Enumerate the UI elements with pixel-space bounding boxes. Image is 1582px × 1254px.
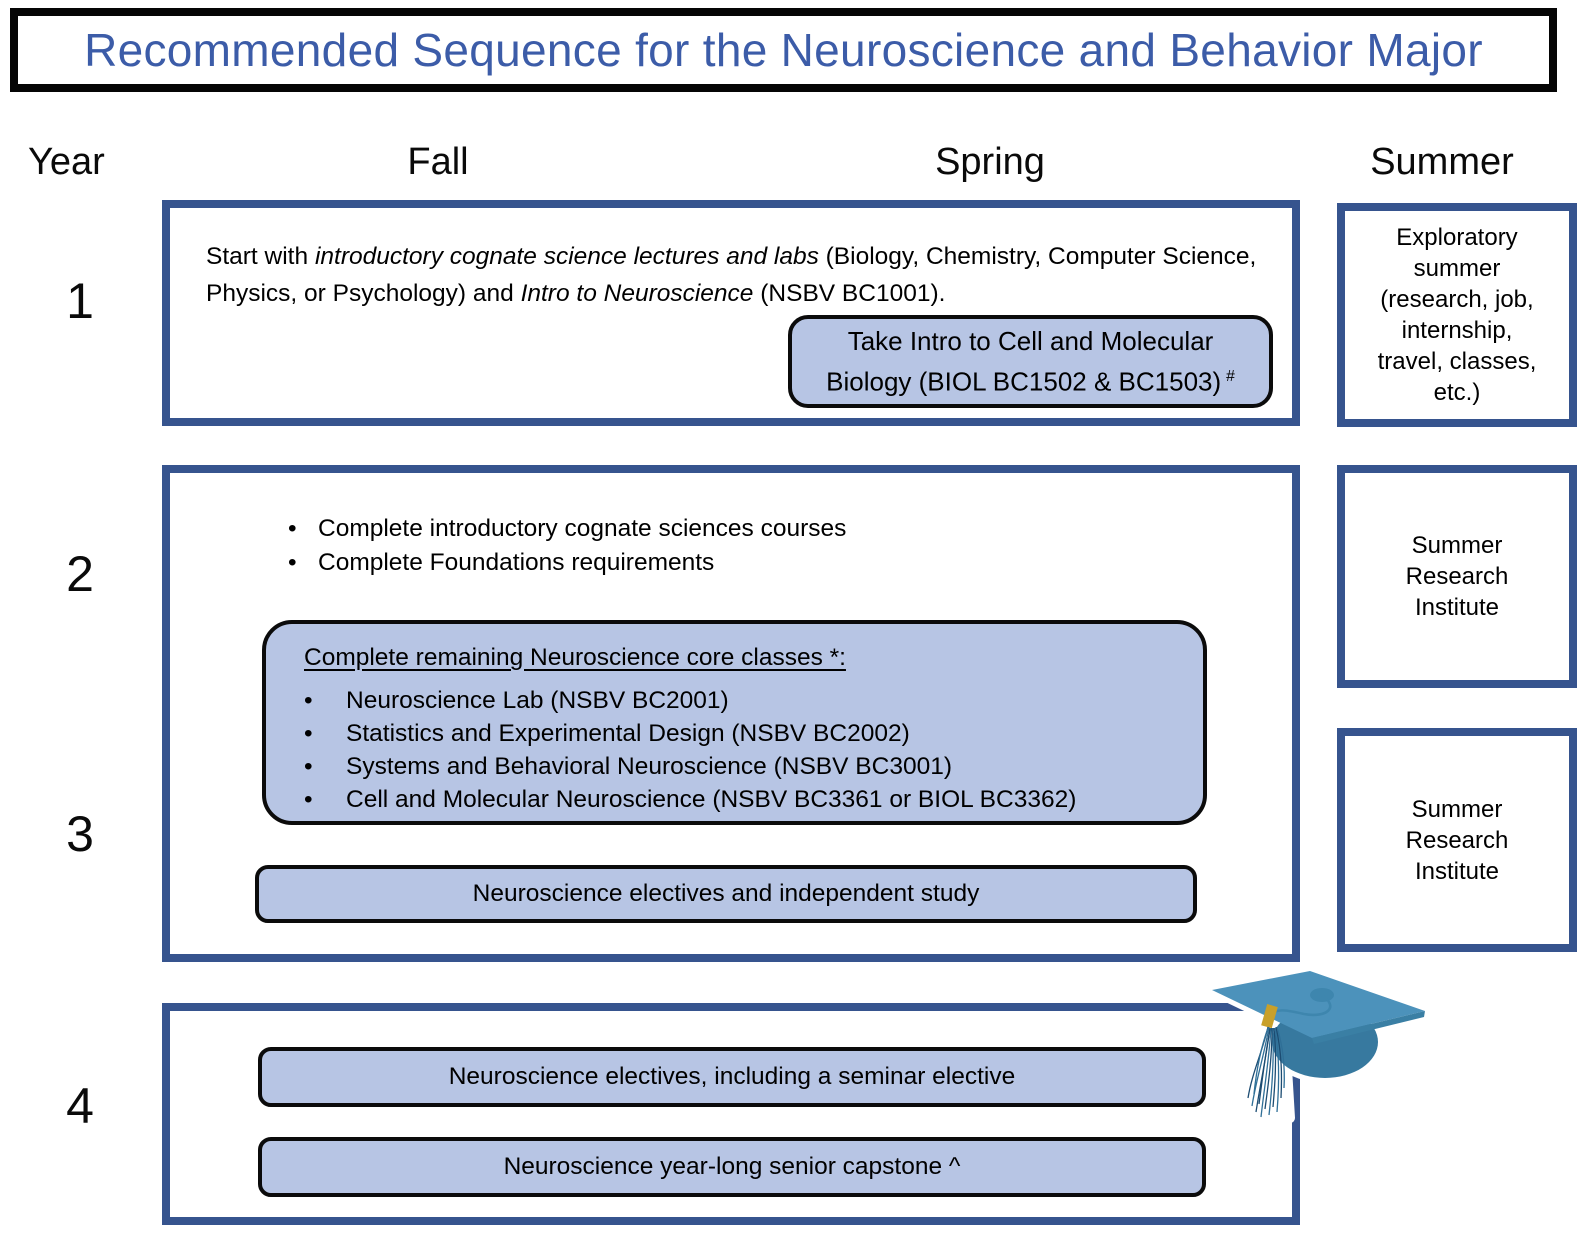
- core-class-item: Neuroscience Lab (NSBV BC2001): [304, 684, 729, 718]
- graduation-cap-icon: [1207, 966, 1430, 1123]
- cell-bio-line1: Take Intro to Cell and Molecular: [847, 325, 1214, 356]
- column-header-summer: Summer: [1370, 141, 1514, 183]
- year-1-summer-box: Exploratory summer (research, job, inter…: [1337, 203, 1577, 427]
- core-classes-box: Complete remaining Neuroscience core cla…: [262, 620, 1207, 825]
- column-header-fall: Fall: [407, 141, 469, 183]
- year-4-fall-spring-box: Neuroscience electives, including a semi…: [162, 1003, 1300, 1225]
- column-header-year: Year: [28, 141, 105, 183]
- year-2-label: 2: [66, 546, 94, 602]
- electives-independent-study-box: Neuroscience electives and independent s…: [255, 865, 1197, 923]
- core-class-item: Cell and Molecular Neuroscience (NSBV BC…: [304, 783, 1076, 817]
- year-3-label: 3: [66, 806, 94, 862]
- core-class-item: Systems and Behavioral Neuroscience (NSB…: [304, 750, 952, 784]
- year-1-fall-spring-box: Start with introductory cognate science …: [162, 200, 1300, 426]
- year-4-label: 4: [66, 1078, 94, 1134]
- cell-bio-line2: Biology (BIOL BC1502 & BC1503) #: [826, 366, 1235, 397]
- title-box: Recommended Sequence for the Neuroscienc…: [10, 8, 1557, 92]
- column-header-spring: Spring: [935, 141, 1045, 183]
- footnote-marker: #: [1226, 367, 1235, 385]
- year-2-summer-box: Summer Research Institute: [1337, 465, 1577, 688]
- summer-research-institute-text: Summer Research Institute: [1405, 532, 1509, 621]
- years-2-3-fall-spring-box: Complete introductory cognate sciences c…: [162, 465, 1300, 962]
- cell-molecular-biology-box: Take Intro to Cell and Molecular Biology…: [788, 315, 1273, 408]
- core-classes-heading: Complete remaining Neuroscience core cla…: [304, 644, 846, 671]
- exploratory-summer-text: Exploratory summer (research, job, inter…: [1377, 224, 1537, 406]
- page-title: Recommended Sequence for the Neuroscienc…: [84, 24, 1483, 76]
- core-class-item: Statistics and Experimental Design (NSBV…: [304, 717, 910, 751]
- senior-capstone-box: Neuroscience year-long senior capstone ^: [258, 1137, 1206, 1197]
- seminar-electives-box: Neuroscience electives, including a semi…: [258, 1047, 1206, 1107]
- year-1-intro-text: Start with introductory cognate science …: [206, 243, 1257, 307]
- year-3-summer-box: Summer Research Institute: [1337, 728, 1577, 952]
- summer-research-institute-text: Summer Research Institute: [1405, 795, 1509, 885]
- bullet-item: Complete Foundations requirements: [288, 546, 714, 580]
- bullet-item: Complete introductory cognate sciences c…: [288, 512, 846, 546]
- year-1-label: 1: [66, 273, 94, 329]
